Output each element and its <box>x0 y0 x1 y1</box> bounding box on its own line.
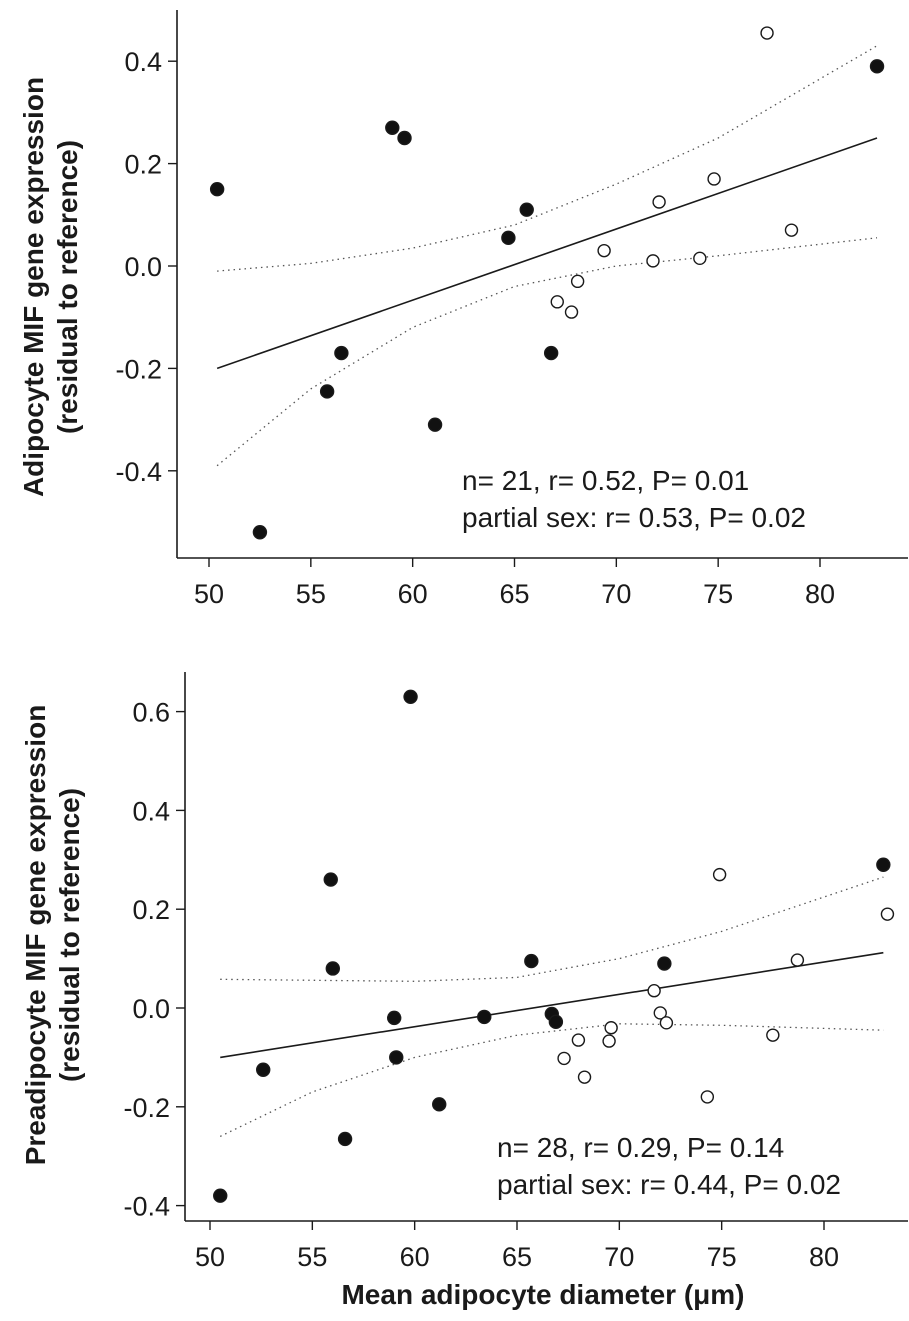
preadipocyte-filled-point <box>387 1010 402 1026</box>
preadipocyte-filled-point <box>256 1062 271 1077</box>
adipocyte-filled-point <box>209 181 225 197</box>
adipocyte-filled-point <box>252 525 268 540</box>
adipocyte-open-point <box>550 295 564 309</box>
preadipocyte-x-tick-label: 60 <box>400 1242 430 1272</box>
adipocyte-open-point <box>760 26 774 40</box>
preadipocyte-ci-lower <box>219 1023 884 1137</box>
preadipocyte-plot-area: 50 55 60 65 70 75 80 -0.4 -0.2 0.0 0.2 0.4 0.6 <box>123 672 908 1272</box>
adipocyte-ci-lower <box>216 237 878 467</box>
adipocyte-filled-point <box>543 345 559 361</box>
preadipocyte-open-point <box>766 1028 780 1042</box>
preadipocyte-filled-point <box>524 953 539 969</box>
preadipocyte-filled-point <box>323 872 338 887</box>
preadipocyte-x-tick-label: 80 <box>809 1242 839 1272</box>
adipocyte-filled-point <box>385 120 400 135</box>
adipocyte-y-tick-label: 0.4 <box>124 47 162 77</box>
preadipocyte-x-tick-label: 70 <box>604 1242 634 1272</box>
adipocyte-filled-point <box>427 417 443 432</box>
preadipocyte-y-tick-label: 0.0 <box>132 994 170 1024</box>
preadipocyte-ci-upper <box>220 876 884 982</box>
adipocyte-scatter-panel: Adipocyte MIF gene expression (residual … <box>18 10 908 609</box>
preadipocyte-y-tick-label: -0.2 <box>123 1093 170 1123</box>
preadipocyte-filled-point <box>337 1131 353 1147</box>
preadipocyte-open-point <box>659 1016 674 1030</box>
adipocyte-y-tick-label: 0.0 <box>124 252 162 282</box>
adipocyte-x-tick-label: 75 <box>703 579 733 609</box>
adipocyte-y-tick-label: -0.4 <box>115 457 162 487</box>
adipocyte-plot-area: 50 55 60 65 70 75 80 -0.4 -0.2 0.0 0.2 0.4 <box>115 10 908 609</box>
adipocyte-open-point <box>693 251 707 266</box>
adipocyte-open-point <box>784 223 799 237</box>
preadipocyte-filled-point <box>325 961 340 976</box>
adipocyte-open-point <box>646 254 660 268</box>
preadipocyte-filled-point <box>876 857 891 872</box>
preadipocyte-ylabel-line2: (residual to reference) <box>54 788 85 1082</box>
adipocyte-ylabel-line1: Adipocyte MIF gene expression <box>18 77 49 497</box>
adipocyte-filled-point <box>397 130 412 146</box>
preadipocyte-open-point <box>557 1051 571 1066</box>
preadipocyte-open-point <box>571 1033 586 1047</box>
adipocyte-filled-point <box>334 345 349 361</box>
preadipocyte-open-point <box>700 1090 715 1104</box>
preadipocyte-y-tick-label: 0.6 <box>132 698 170 728</box>
preadipocyte-open-point <box>577 1070 592 1084</box>
preadipocyte-x-tick-label: 50 <box>195 1242 225 1272</box>
adipocyte-x-tick-label: 60 <box>398 579 428 609</box>
preadipocyte-filled-point <box>432 1097 447 1112</box>
adipocyte-y-tick-label: 0.2 <box>124 150 162 180</box>
adipocyte-open-point <box>597 243 611 258</box>
preadipocyte-filled-point <box>213 1188 228 1203</box>
adipocyte-filled-point <box>869 59 885 74</box>
preadipocyte-y-tick-label: -0.4 <box>123 1192 170 1222</box>
adipocyte-annotation-line1: n= 21, r= 0.52, P= 0.01 <box>462 465 749 496</box>
preadipocyte-filled-point <box>657 956 672 971</box>
preadipocyte-filled-point <box>403 689 418 704</box>
preadipocyte-open-point <box>604 1021 618 1035</box>
preadipocyte-open-point <box>602 1034 616 1048</box>
preadipocyte-open-point <box>653 1006 667 1020</box>
adipocyte-x-tick-label: 55 <box>296 579 326 609</box>
adipocyte-filled-point <box>319 384 335 399</box>
preadipocyte-open-point <box>712 867 727 882</box>
preadipocyte-x-tick-label: 65 <box>502 1242 532 1272</box>
adipocyte-filled-point <box>519 202 534 217</box>
adipocyte-annotation-line2: partial sex: r= 0.53, P= 0.02 <box>462 502 806 533</box>
adipocyte-open-point <box>570 274 585 289</box>
adipocyte-x-tick-label: 65 <box>499 579 529 609</box>
adipocyte-x-tick-label: 70 <box>601 579 631 609</box>
adipocyte-open-point <box>652 195 666 209</box>
adipocyte-x-tick-label: 80 <box>805 579 835 609</box>
preadipocyte-open-point <box>647 984 661 998</box>
preadipocyte-annotation-line1: n= 28, r= 0.29, P= 0.14 <box>497 1132 784 1163</box>
preadipocyte-scatter-panel: Preadipocyte MIF gene expression (residu… <box>20 672 908 1310</box>
adipocyte-regression-line <box>216 137 878 370</box>
preadipocyte-open-point <box>790 953 805 967</box>
preadipocyte-y-tick-label: 0.4 <box>132 796 170 826</box>
preadipocyte-x-tick-label: 55 <box>297 1242 327 1272</box>
adipocyte-ci-upper <box>217 45 878 272</box>
preadipocyte-x-tick-label: 75 <box>707 1242 737 1272</box>
preadipocyte-regression-line <box>220 951 884 1059</box>
x-axis-title: Mean adipocyte diameter (μm) <box>341 1279 744 1310</box>
preadipocyte-filled-point <box>477 1009 492 1025</box>
preadipocyte-filled-point <box>389 1050 404 1065</box>
preadipocyte-filled-point <box>548 1014 564 1030</box>
preadipocyte-annotation-line2: partial sex: r= 0.44, P= 0.02 <box>497 1169 841 1200</box>
adipocyte-open-point <box>707 172 721 186</box>
adipocyte-ylabel-line2: (residual to reference) <box>52 140 83 434</box>
adipocyte-open-point <box>564 305 579 319</box>
preadipocyte-y-tick-label: 0.2 <box>132 895 170 925</box>
preadipocyte-open-point <box>880 907 895 921</box>
adipocyte-y-tick-label: -0.2 <box>115 354 162 384</box>
preadipocyte-ylabel-line1: Preadipocyte MIF gene expression <box>20 705 51 1166</box>
adipocyte-x-tick-label: 50 <box>194 579 224 609</box>
adipocyte-filled-point <box>501 230 516 246</box>
